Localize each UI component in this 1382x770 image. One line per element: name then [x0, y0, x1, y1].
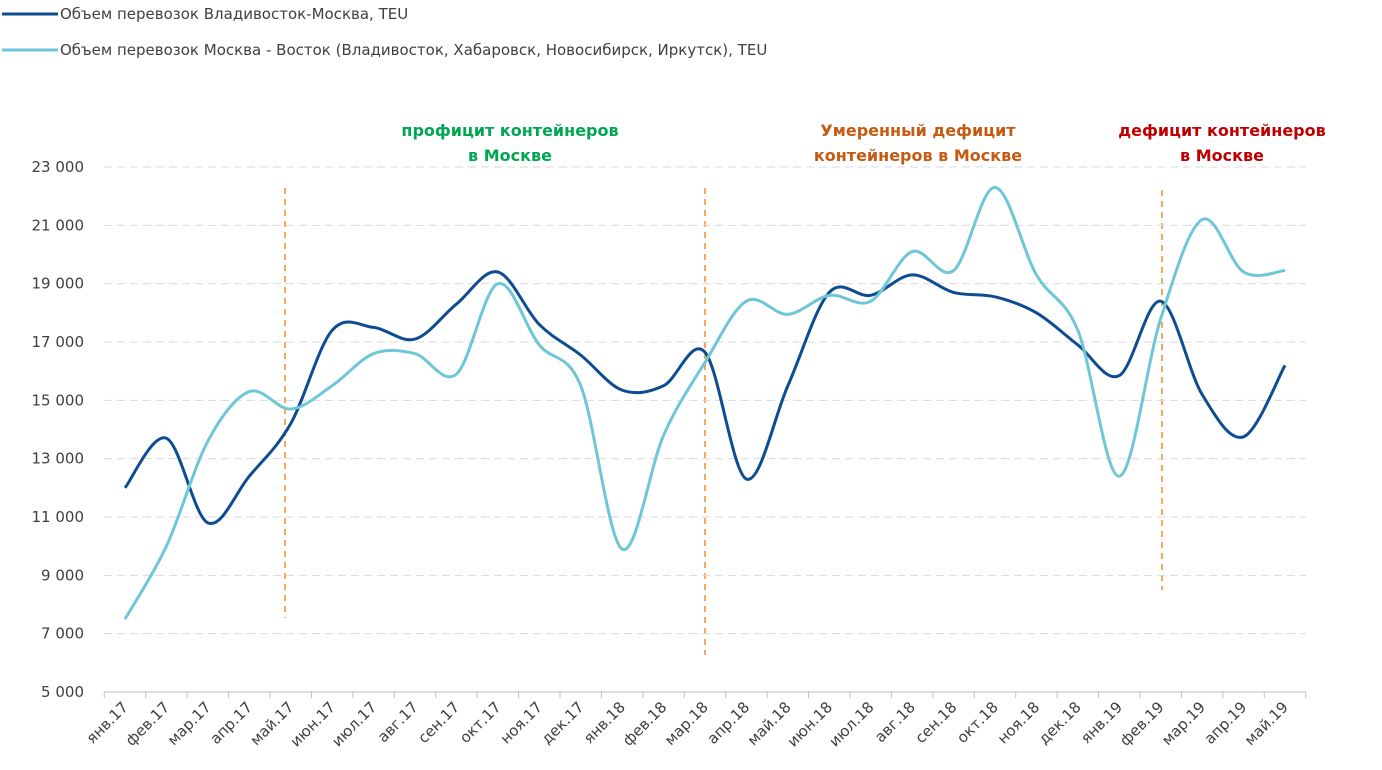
x-tick-label: сен.18 — [912, 698, 961, 747]
x-tick-label: июн.18 — [784, 698, 836, 750]
x-tick-label: мар.19 — [1158, 698, 1209, 749]
x-tick-label: авг.17 — [374, 698, 422, 746]
x-tick-label: июн.17 — [287, 698, 339, 750]
x-tick-label: апр.18 — [703, 698, 753, 748]
x-tick-label: апр.17 — [206, 698, 256, 748]
x-tick-label: июл.17 — [328, 698, 380, 750]
x-tick-label: окт.17 — [456, 698, 505, 747]
annotation: контейнеров в Москве — [814, 146, 1022, 165]
x-tick-label: мар.18 — [661, 698, 712, 749]
x-tick-label: дек.17 — [538, 698, 588, 748]
annotation: Умеренный дефицит — [820, 121, 1016, 140]
y-tick-label: 19 000 — [32, 275, 85, 293]
x-tick-label: мар.17 — [164, 698, 215, 749]
annotation: в Москве — [1180, 146, 1264, 165]
y-tick-label: 13 000 — [32, 450, 85, 468]
x-tick-label: фев.18 — [619, 698, 670, 749]
y-tick-label: 7 000 — [41, 625, 84, 643]
x-tick-label: фев.17 — [122, 698, 173, 749]
y-tick-label: 9 000 — [41, 566, 84, 584]
x-tick-label: окт.18 — [953, 698, 1002, 747]
y-tick-label: 15 000 — [32, 391, 85, 409]
series-line — [123, 270, 1287, 525]
legend-label: Объем перевозок Владивосток-Москва, TEU — [60, 5, 408, 23]
x-tick-label: дек.18 — [1035, 698, 1085, 748]
y-tick-label: 11 000 — [32, 508, 85, 526]
annotation: профицит контейнеров — [401, 121, 618, 140]
legend-label: Объем перевозок Москва - Восток (Владиво… — [60, 41, 767, 59]
y-tick-label: 23 000 — [32, 158, 85, 176]
y-tick-label: 5 000 — [41, 683, 84, 701]
y-tick-label: 21 000 — [32, 216, 85, 234]
x-tick-label: ноя.17 — [497, 698, 546, 747]
annotation: дефицит контейнеров — [1118, 121, 1326, 140]
x-tick-label: сен.17 — [414, 698, 463, 747]
x-tick-label: ноя.18 — [994, 698, 1043, 747]
x-tick-label: фев.19 — [1116, 698, 1167, 749]
y-tick-label: 17 000 — [32, 333, 85, 351]
series-line — [123, 185, 1286, 620]
annotation: в Москве — [468, 146, 552, 165]
x-tick-label: май.19 — [1241, 698, 1292, 749]
x-tick-label: апр.19 — [1201, 698, 1251, 748]
x-tick-label: июл.18 — [825, 698, 877, 750]
x-tick-label: авг.18 — [871, 698, 919, 746]
